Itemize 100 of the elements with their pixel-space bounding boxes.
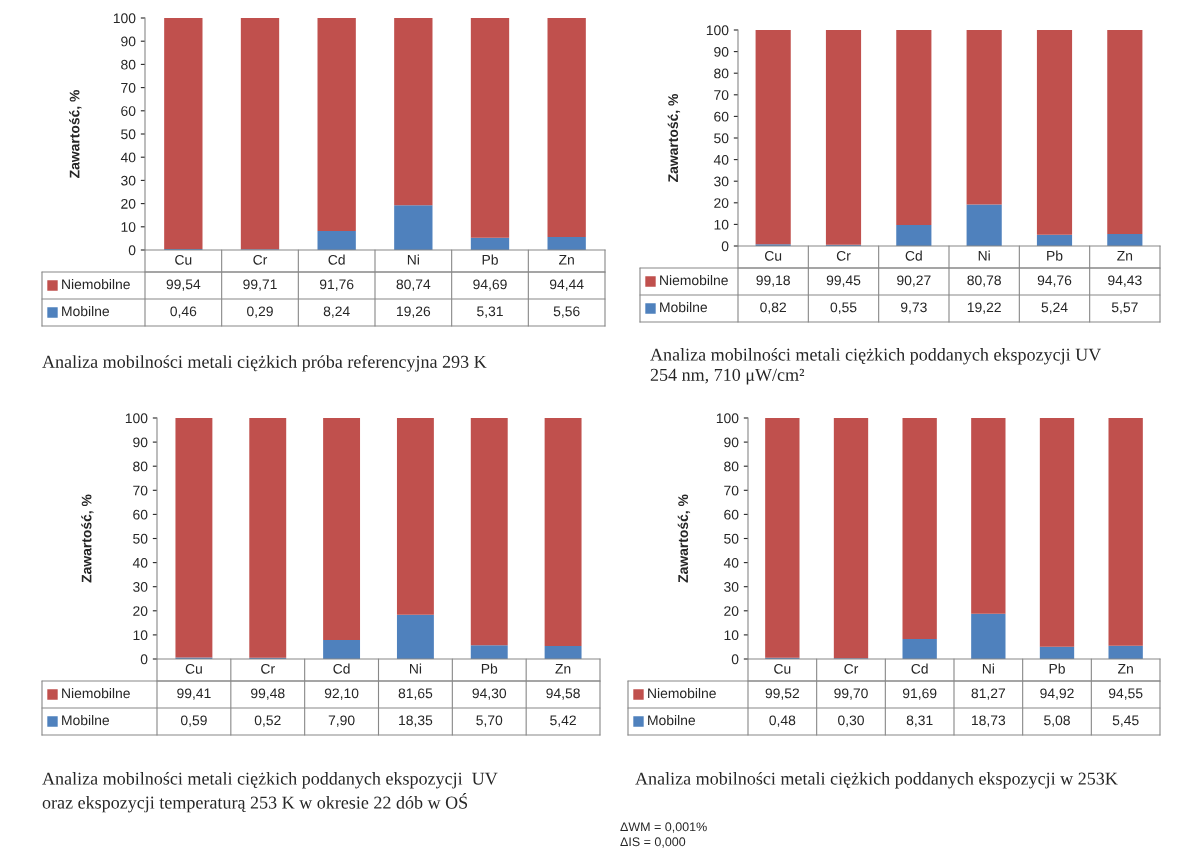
y-tick-label: 30 bbox=[724, 582, 739, 592]
x-tick-label: Ni bbox=[407, 254, 419, 265]
data-label: 0,55 bbox=[830, 302, 857, 314]
y-tick-label: 20 bbox=[133, 606, 148, 616]
data-label: 5,31 bbox=[477, 306, 503, 318]
data-label: 5,42 bbox=[550, 715, 576, 727]
y-tick-label: 100 bbox=[706, 25, 729, 36]
y-tick-label: 10 bbox=[121, 222, 136, 232]
y-tick-label: 10 bbox=[133, 630, 148, 641]
legend-label: Niemobilne bbox=[62, 688, 130, 699]
y-tick-label: 70 bbox=[724, 485, 739, 496]
data-label: 8,31 bbox=[906, 715, 933, 727]
data-label: 90,27 bbox=[897, 275, 931, 287]
data-label: 94,58 bbox=[546, 688, 580, 700]
x-tick-label: Zn bbox=[1117, 251, 1133, 261]
x-tick-label: Cu bbox=[774, 663, 791, 674]
x-tick-label: Zn bbox=[559, 255, 574, 265]
y-tick-label: 40 bbox=[132, 557, 148, 568]
data-label: 9,73 bbox=[900, 302, 927, 314]
data-label: 99,45 bbox=[826, 275, 861, 287]
data-label: 99,52 bbox=[765, 688, 800, 700]
y-axis-title: Zawartość, % bbox=[677, 494, 691, 583]
y-tick-label: 10 bbox=[714, 219, 729, 230]
data-label: 94,76 bbox=[1037, 275, 1072, 287]
data-label: 94,69 bbox=[473, 279, 507, 291]
y-tick-label: 60 bbox=[714, 111, 729, 122]
y-tick-label: 90 bbox=[724, 437, 739, 448]
data-label: 19,22 bbox=[967, 302, 1001, 314]
y-tick-label: 0 bbox=[721, 241, 729, 252]
y-tick-label: 30 bbox=[121, 175, 136, 186]
data-label: 94,55 bbox=[1108, 688, 1143, 700]
legend-label: Niemobilne bbox=[62, 279, 130, 290]
data-label: 99,54 bbox=[166, 279, 201, 291]
x-tick-label: Ni bbox=[982, 663, 994, 674]
data-label: 0,59 bbox=[180, 715, 207, 727]
legend-label: Niemobilne bbox=[660, 275, 728, 286]
data-label: 99,71 bbox=[243, 279, 277, 291]
y-axis-title: Zawartość, % bbox=[81, 494, 94, 583]
y-tick-label: 20 bbox=[724, 606, 739, 616]
y-tick-label: 0 bbox=[128, 245, 136, 256]
data-label: 0,30 bbox=[838, 715, 864, 727]
data-label: 91,69 bbox=[902, 688, 937, 700]
data-label: 81,27 bbox=[971, 688, 1006, 700]
data-label: 99,41 bbox=[177, 688, 211, 700]
data-label: 92,10 bbox=[324, 688, 359, 700]
text: Analiza mobilności metali ciężkich poddanych ekspozycji UV oraz ekspozycji temperaturą 253 K w okresie 22 dób w OŚ bbox=[42, 772, 498, 813]
y-tick-label: 50 bbox=[724, 533, 739, 544]
legend-label: Niemobilne bbox=[648, 688, 716, 699]
data-label: 5,57 bbox=[1111, 302, 1138, 314]
y-axis-title: Zawartość, % bbox=[69, 89, 82, 178]
y-tick-label: 60 bbox=[724, 509, 739, 520]
text: Analiza mobilności metali ciężkich poddanych ekspozycji UV 254 nm, 710 μW/cm² bbox=[650, 348, 1102, 385]
y-tick-label: 80 bbox=[714, 68, 729, 79]
x-tick-label: Ni bbox=[410, 663, 422, 674]
y-tick-label: 100 bbox=[113, 13, 136, 24]
legend-label: Mobilne bbox=[660, 302, 708, 313]
x-tick-label: Zn bbox=[1118, 664, 1133, 674]
x-tick-label: Pb bbox=[481, 663, 498, 674]
y-tick-label: 100 bbox=[716, 413, 739, 424]
data-label: 94,30 bbox=[472, 688, 507, 700]
y-tick-label: 80 bbox=[724, 461, 739, 472]
data-label: 99,70 bbox=[834, 688, 868, 700]
x-tick-label: Cu bbox=[764, 250, 782, 261]
y-tick-label: 40 bbox=[713, 154, 729, 165]
data-label: 7,90 bbox=[328, 715, 355, 727]
x-tick-label: Cd bbox=[333, 663, 350, 674]
legend-label: Mobilne bbox=[62, 306, 110, 317]
data-label: 19,26 bbox=[397, 306, 431, 318]
y-tick-label: 70 bbox=[121, 82, 136, 93]
text: Analiza mobilności metali ciężkich poddanych ekspozycji w 253K bbox=[635, 772, 1118, 789]
legend-label: Mobilne bbox=[62, 715, 110, 726]
y-axis-title: Zawartość, % bbox=[667, 93, 681, 182]
y-tick-label: 0 bbox=[140, 654, 148, 665]
data-label: 5,70 bbox=[476, 715, 503, 727]
legend-label: Mobilne bbox=[648, 715, 696, 726]
data-label: 18,73 bbox=[972, 715, 1006, 727]
y-tick-label: 90 bbox=[714, 46, 729, 57]
data-label: 94,43 bbox=[1108, 275, 1142, 287]
x-tick-label: Cu bbox=[175, 254, 192, 265]
y-tick-label: 60 bbox=[133, 509, 148, 520]
y-tick-label: 90 bbox=[133, 437, 148, 448]
data-label: 94,44 bbox=[549, 279, 584, 291]
data-label: 91,76 bbox=[319, 279, 354, 291]
data-label: 0,82 bbox=[760, 302, 786, 314]
data-label: 5,56 bbox=[553, 306, 580, 318]
data-label: 18,35 bbox=[399, 715, 433, 727]
y-tick-label: 90 bbox=[121, 36, 136, 47]
text: ΔWM = 0,001% bbox=[620, 822, 707, 833]
data-label: 81,65 bbox=[398, 688, 433, 700]
x-tick-label: Ni bbox=[978, 250, 990, 261]
data-label: 8,24 bbox=[323, 306, 350, 318]
y-tick-label: 10 bbox=[724, 630, 739, 641]
x-tick-label: Cr bbox=[253, 254, 268, 265]
y-tick-label: 50 bbox=[121, 129, 136, 140]
x-tick-label: Pb bbox=[482, 254, 498, 265]
data-label: 5,24 bbox=[1041, 302, 1068, 314]
y-tick-label: 50 bbox=[714, 133, 729, 144]
y-tick-label: 20 bbox=[714, 198, 729, 208]
y-tick-label: 80 bbox=[133, 461, 148, 472]
y-tick-label: 40 bbox=[723, 557, 739, 568]
